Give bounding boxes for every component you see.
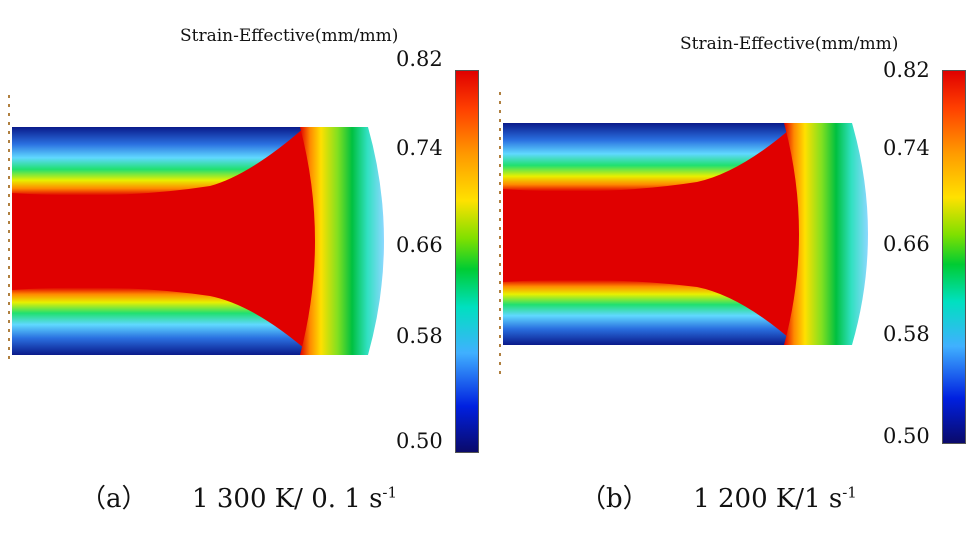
tick-b-1: 0.74: [883, 136, 930, 160]
caption-a-exponent: -1: [382, 483, 398, 502]
caption-a-value: 1 300 K/ 0. 1 s: [192, 484, 383, 514]
caption-b-exponent: -1: [842, 483, 857, 502]
colorbar-b: [942, 70, 966, 444]
tick-a-4: 0.50: [396, 429, 443, 453]
tick-b-3: 0.58: [883, 322, 930, 346]
tick-a-1: 0.74: [396, 136, 443, 160]
tick-a-0: 0.82: [396, 47, 443, 71]
colorbar-a: [455, 70, 479, 453]
legend-title-b: Strain-Effective(mm/mm): [680, 34, 899, 54]
strain-contour-a: [8, 95, 384, 360]
strain-contour-b: [499, 92, 868, 378]
tick-b-2: 0.66: [883, 232, 930, 256]
caption-b-value: 1 200 K/1 s: [693, 484, 843, 514]
tick-b-0: 0.82: [883, 58, 930, 82]
tick-b-4: 0.50: [883, 424, 930, 448]
tick-a-2: 0.66: [396, 233, 443, 257]
caption-b-label: （b）: [580, 484, 649, 514]
caption-a: （a） 1 300 K/ 0. 1 s-1: [80, 478, 397, 515]
legend-title-a: Strain-Effective(mm/mm): [180, 26, 399, 46]
tick-a-3: 0.58: [396, 324, 443, 348]
caption-a-label: （a）: [80, 484, 148, 514]
caption-b: （b） 1 200 K/1 s-1: [580, 478, 857, 515]
